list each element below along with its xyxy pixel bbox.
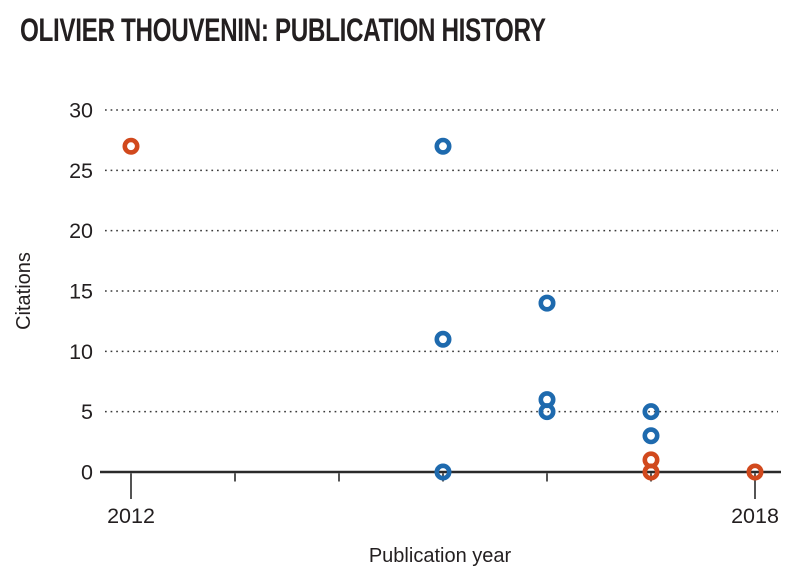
data-point-blue	[434, 463, 452, 481]
chart-title: OLIVIER THOUVENIN: PUBLICATION HISTORY	[20, 12, 546, 48]
y-axis-title: Citations	[13, 252, 35, 330]
y-tick-label: 10	[69, 340, 93, 364]
data-point-orange	[746, 463, 764, 481]
y-tick-label: 30	[69, 98, 93, 122]
x-axis-title: Publication year	[369, 545, 512, 567]
data-point-blue	[538, 403, 556, 421]
data-point-orange	[642, 463, 660, 481]
y-tick-label: 15	[69, 279, 93, 303]
data-point-blue	[434, 330, 452, 348]
y-tick-label: 0	[81, 461, 93, 485]
data-point-orange	[122, 137, 140, 155]
data-point-blue	[538, 294, 556, 312]
y-tick-label: 5	[81, 400, 93, 424]
x-tick-label: 2012	[107, 504, 155, 528]
y-tick-label: 20	[69, 219, 93, 243]
data-point-blue	[434, 137, 452, 155]
x-tick-label: 2018	[731, 504, 779, 528]
data-point-blue	[642, 403, 660, 421]
y-tick-label: 25	[69, 159, 93, 183]
data-point-blue	[642, 427, 660, 445]
